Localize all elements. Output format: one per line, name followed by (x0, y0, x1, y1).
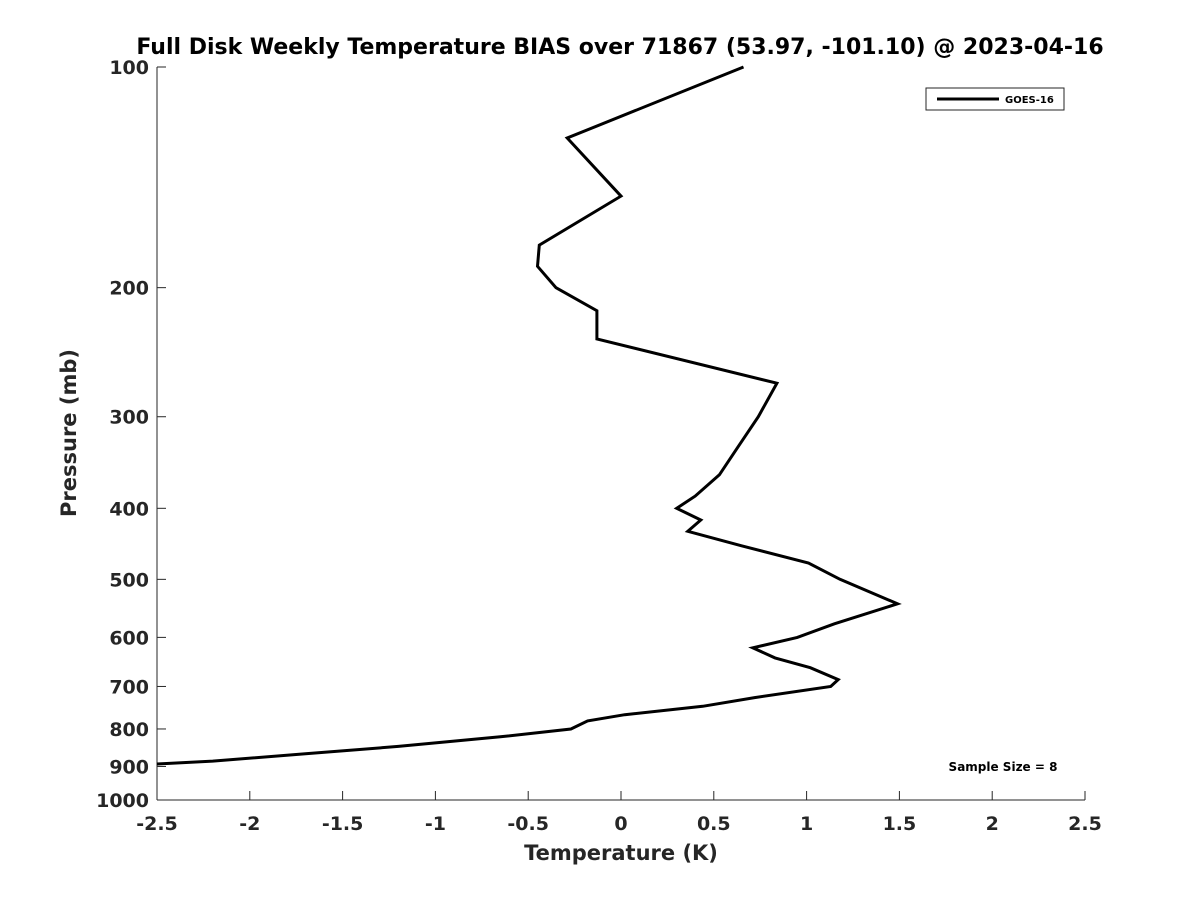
y-tick-label: 800 (109, 719, 149, 741)
x-tick-label: -1 (425, 813, 446, 835)
y-tick-label: 600 (109, 627, 149, 649)
x-tick-label: 1 (800, 813, 813, 835)
x-axis-ticks: -2.5 -2 -1.5 -1 -0.5 0 0.5 1 1.5 2 2.5 (136, 791, 1102, 835)
y-tick-label: 500 (109, 569, 149, 591)
x-tick-label: 1.5 (883, 813, 917, 835)
y-tick-label: 300 (109, 407, 149, 429)
x-tick-label: 0.5 (697, 813, 731, 835)
series-layer (156, 65, 902, 766)
y-tick-label: 200 (109, 278, 149, 300)
legend-label-goes-16: GOES-16 (1005, 95, 1054, 106)
x-tick-label: 2 (986, 813, 999, 835)
x-tick-label: 2.5 (1068, 813, 1102, 835)
y-axis-ticks: 100 200 300 400 500 600 700 800 900 1000 (96, 57, 166, 812)
series-line-goes-16 (156, 65, 902, 766)
x-axis-label: Temperature (K) (524, 841, 718, 865)
x-tick-label: 0 (614, 813, 627, 835)
y-axis-label: Pressure (mb) (57, 349, 81, 517)
x-tick-label: -2.5 (136, 813, 178, 835)
x-tick-label: -2 (239, 813, 260, 835)
y-tick-label: 900 (109, 756, 149, 778)
y-tick-label: 400 (109, 498, 149, 520)
x-tick-label: -1.5 (322, 813, 364, 835)
x-tick-label: -0.5 (507, 813, 549, 835)
y-tick-label: 700 (109, 676, 149, 698)
sample-size-annotation: Sample Size = 8 (949, 760, 1058, 774)
y-tick-label: 1000 (96, 790, 149, 812)
legend: GOES-16 (925, 87, 1065, 111)
plot-axes (156, 67, 1085, 801)
chart-title: Full Disk Weekly Temperature BIAS over 7… (136, 35, 1103, 60)
y-tick-label: 100 (109, 57, 149, 79)
